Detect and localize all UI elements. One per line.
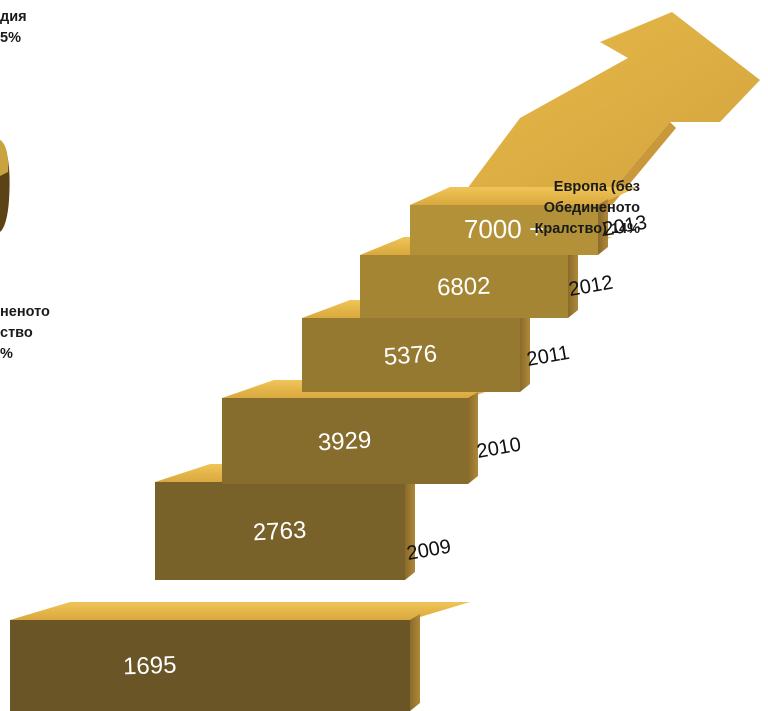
step-bar (222, 398, 468, 484)
steps-group (10, 187, 638, 711)
step-side (520, 312, 530, 392)
value-labels-group: 1695 2763 3929 5376 6802 7000 + (123, 214, 545, 680)
pie-label-india: дия 5% (0, 9, 27, 46)
arrow-shade (600, 122, 676, 205)
step-bar (302, 318, 520, 392)
pie-slice-top (0, 140, 9, 176)
step-bar (10, 620, 410, 711)
step-bar (360, 255, 568, 318)
step-side (598, 199, 608, 255)
step-bar (155, 482, 405, 580)
growth-arrow (455, 12, 760, 205)
step-side (568, 249, 578, 318)
step-tread (10, 602, 470, 620)
arrow-shaft (455, 12, 760, 205)
year-label: 2011 (525, 342, 571, 371)
step-tread (410, 187, 638, 205)
pie-label-uk: неното ство % (0, 304, 50, 362)
step-side (468, 392, 478, 484)
value-label: 2763 (252, 517, 307, 547)
year-label: 2010 (475, 434, 523, 463)
step-side (405, 476, 415, 580)
value-label: 1695 (123, 652, 177, 681)
value-label: 5376 (383, 340, 438, 371)
pie-label-europe: Европа (без Обединеното Кралство) 14% (534, 179, 640, 237)
step-side (410, 614, 420, 711)
value-label: 3929 (317, 427, 372, 457)
value-label: 6802 (437, 273, 491, 302)
step-bar (410, 205, 598, 255)
value-label: 7000 + (464, 214, 544, 244)
pie-fragment (0, 140, 10, 232)
